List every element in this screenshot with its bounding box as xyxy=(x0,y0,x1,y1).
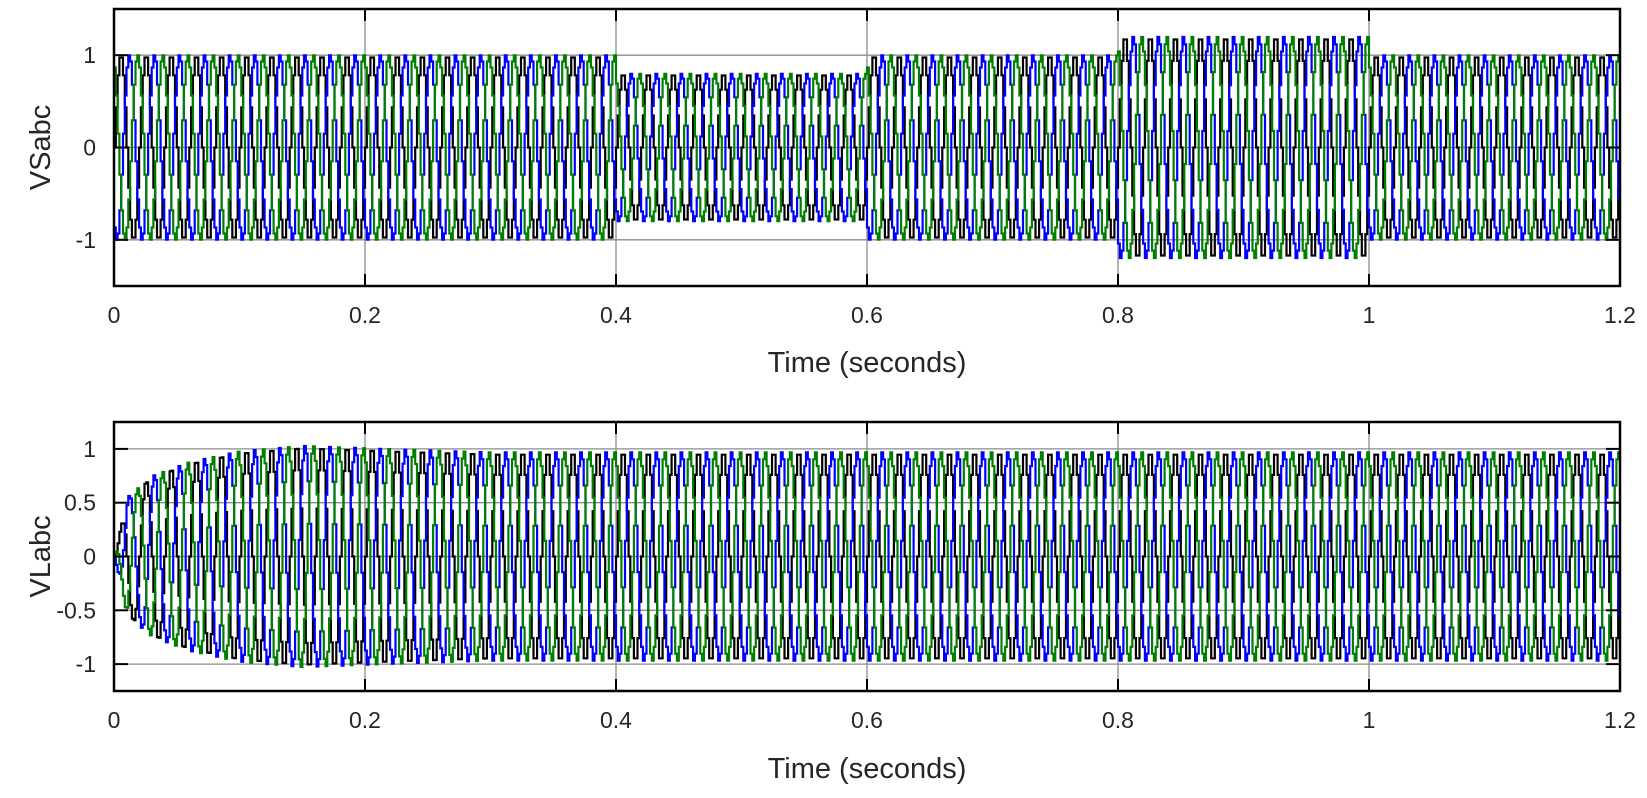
x-tick-label: 1.2 xyxy=(1604,302,1636,328)
y-tick-label: -1 xyxy=(76,227,96,253)
x-tick-label: 1 xyxy=(1363,302,1376,328)
x-tick-label: 0.6 xyxy=(851,302,883,328)
x-tick-label: 1 xyxy=(1363,707,1376,733)
x-tick-label: 0.8 xyxy=(1102,302,1134,328)
x-tick-label: 0.2 xyxy=(349,302,381,328)
series-line-phase-2 xyxy=(114,35,1620,260)
subplot-1: 0 0.2 0.4 0.6 0.8 1 1.2 -1 0 1 Time (seconds) VSabc xyxy=(25,7,1636,379)
series-line-phase-1 xyxy=(114,447,1620,666)
y-tick-label: 0 xyxy=(83,135,96,161)
x-tick-label: 0 xyxy=(108,707,121,733)
y-tick-label: -0.5 xyxy=(56,597,96,623)
series-line-phase-2 xyxy=(114,444,1620,668)
x-tick-label: 0.8 xyxy=(1102,707,1134,733)
series-line-phase-1 xyxy=(114,38,1620,257)
x-tick-label: 0 xyxy=(108,302,121,328)
y-tick-label: 0.5 xyxy=(64,490,96,516)
y-axis-label: VSabc xyxy=(25,105,57,190)
x-axis-label: Time (seconds) xyxy=(768,753,967,785)
subplot-2: 0 0.2 0.4 0.6 0.8 1 1.2 -1 -0.5 0 0.5 1 Time (second… xyxy=(25,420,1636,785)
series-line-phase-3 xyxy=(114,445,1620,669)
x-tick-label: 0.4 xyxy=(600,302,632,328)
y-tick-label: -1 xyxy=(76,651,96,677)
x-axis-label: Time (seconds) xyxy=(768,347,967,379)
y-axis-label: VLabc xyxy=(25,515,57,597)
x-tick-label: 0.4 xyxy=(600,707,632,733)
y-tick-label: 1 xyxy=(83,42,96,68)
y-tick-label: 0 xyxy=(83,544,96,570)
y-tick-label: 1 xyxy=(83,436,96,462)
series-line-phase-3 xyxy=(114,35,1620,260)
x-tick-label: 1.2 xyxy=(1604,707,1636,733)
x-tick-label: 0.6 xyxy=(851,707,883,733)
x-tick-label: 0.2 xyxy=(349,707,381,733)
